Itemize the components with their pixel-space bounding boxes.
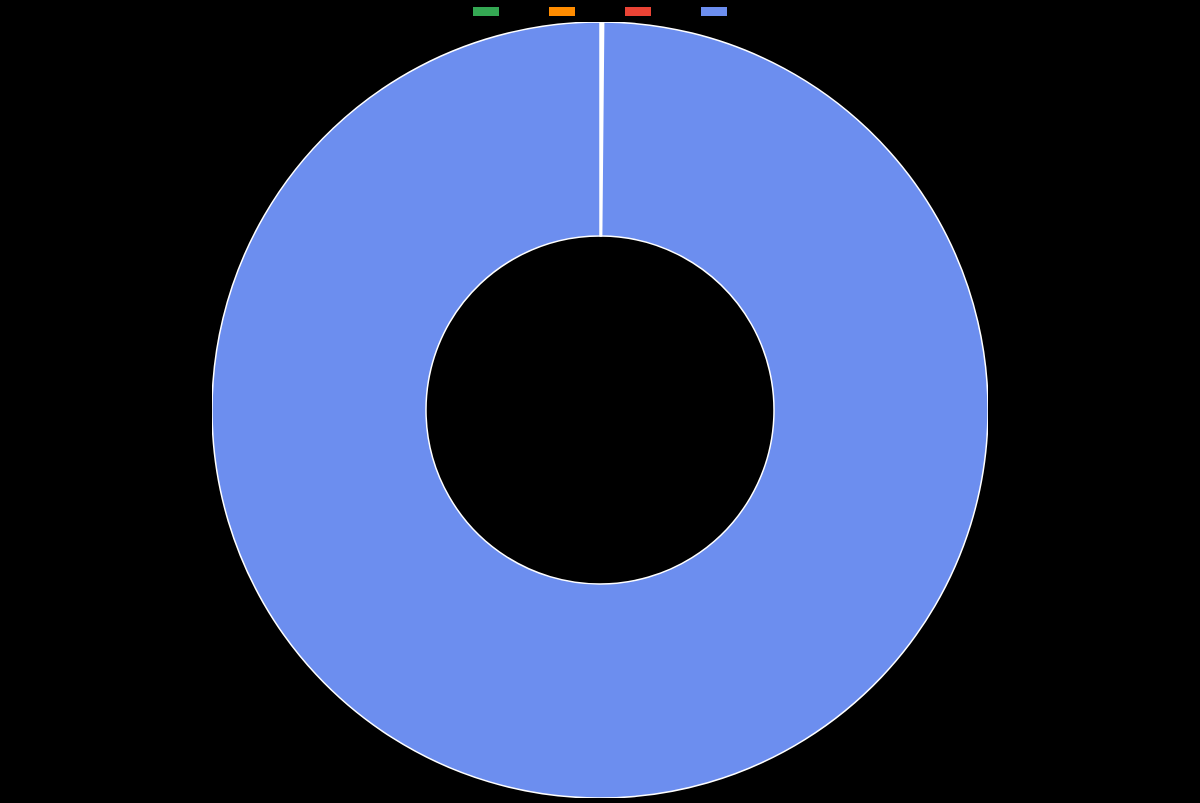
legend-item-1 — [548, 6, 576, 17]
chart-legend — [472, 6, 728, 17]
legend-swatch-0 — [472, 6, 500, 17]
donut-chart-svg — [212, 22, 988, 798]
donut-slice-3 — [212, 22, 988, 798]
legend-item-3 — [700, 6, 728, 17]
legend-item-2 — [624, 6, 652, 17]
donut-chart — [212, 22, 988, 798]
legend-swatch-1 — [548, 6, 576, 17]
legend-swatch-3 — [700, 6, 728, 17]
legend-item-0 — [472, 6, 500, 17]
legend-swatch-2 — [624, 6, 652, 17]
